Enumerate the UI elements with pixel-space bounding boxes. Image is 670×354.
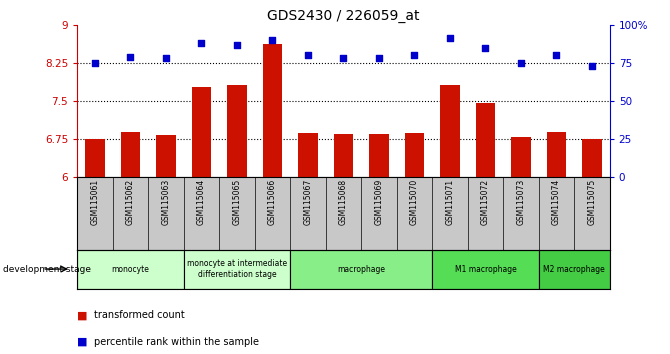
Bar bbox=[369, 134, 389, 177]
Text: GSM115063: GSM115063 bbox=[161, 178, 170, 225]
Bar bbox=[77, 250, 184, 289]
Point bbox=[338, 56, 349, 61]
Text: percentile rank within the sample: percentile rank within the sample bbox=[94, 337, 259, 347]
Text: GSM115071: GSM115071 bbox=[446, 178, 454, 224]
Text: GSM115074: GSM115074 bbox=[552, 178, 561, 225]
Bar bbox=[432, 250, 539, 289]
Text: GSM115067: GSM115067 bbox=[304, 178, 312, 225]
Text: GSM115062: GSM115062 bbox=[126, 178, 135, 224]
Bar bbox=[227, 85, 247, 177]
Point bbox=[587, 63, 598, 69]
Point bbox=[232, 42, 243, 47]
Bar bbox=[156, 135, 176, 177]
Point bbox=[196, 40, 207, 46]
Bar bbox=[547, 132, 566, 177]
Text: GSM115064: GSM115064 bbox=[197, 178, 206, 225]
Text: ■: ■ bbox=[77, 310, 88, 320]
Bar bbox=[192, 87, 211, 177]
Text: GSM115073: GSM115073 bbox=[517, 178, 525, 225]
Bar bbox=[405, 133, 424, 177]
Text: GDS2430 / 226059_at: GDS2430 / 226059_at bbox=[267, 9, 419, 23]
Bar bbox=[184, 250, 290, 289]
Point bbox=[409, 52, 419, 58]
Bar bbox=[298, 133, 318, 177]
Text: M2 macrophage: M2 macrophage bbox=[543, 264, 605, 274]
Point bbox=[445, 36, 456, 41]
Bar bbox=[440, 85, 460, 177]
Point bbox=[516, 60, 527, 66]
Point bbox=[125, 54, 135, 59]
Point bbox=[267, 37, 278, 43]
Text: monocyte: monocyte bbox=[111, 264, 149, 274]
Point bbox=[480, 45, 491, 50]
Bar bbox=[290, 250, 432, 289]
Bar bbox=[582, 139, 602, 177]
Text: GSM115068: GSM115068 bbox=[339, 178, 348, 224]
Bar bbox=[85, 139, 105, 177]
Text: transformed count: transformed count bbox=[94, 310, 184, 320]
Text: GSM115072: GSM115072 bbox=[481, 178, 490, 224]
Text: macrophage: macrophage bbox=[337, 264, 385, 274]
Bar bbox=[121, 132, 140, 177]
Bar bbox=[511, 137, 531, 177]
Text: GSM115070: GSM115070 bbox=[410, 178, 419, 225]
Bar bbox=[476, 103, 495, 177]
Point bbox=[161, 56, 172, 61]
Point bbox=[90, 60, 100, 66]
Text: GSM115061: GSM115061 bbox=[90, 178, 99, 224]
Bar bbox=[334, 135, 353, 177]
Text: ■: ■ bbox=[77, 337, 88, 347]
Point bbox=[374, 56, 385, 61]
Text: GSM115066: GSM115066 bbox=[268, 178, 277, 225]
Text: GSM115075: GSM115075 bbox=[588, 178, 596, 225]
Point bbox=[303, 52, 314, 58]
Point bbox=[551, 52, 562, 58]
Bar bbox=[263, 44, 282, 177]
Bar bbox=[539, 250, 610, 289]
Text: GSM115065: GSM115065 bbox=[232, 178, 241, 225]
Text: monocyte at intermediate
differentiation stage: monocyte at intermediate differentiation… bbox=[187, 259, 287, 279]
Text: GSM115069: GSM115069 bbox=[375, 178, 383, 225]
Text: M1 macrophage: M1 macrophage bbox=[454, 264, 517, 274]
Text: development stage: development stage bbox=[3, 264, 91, 274]
